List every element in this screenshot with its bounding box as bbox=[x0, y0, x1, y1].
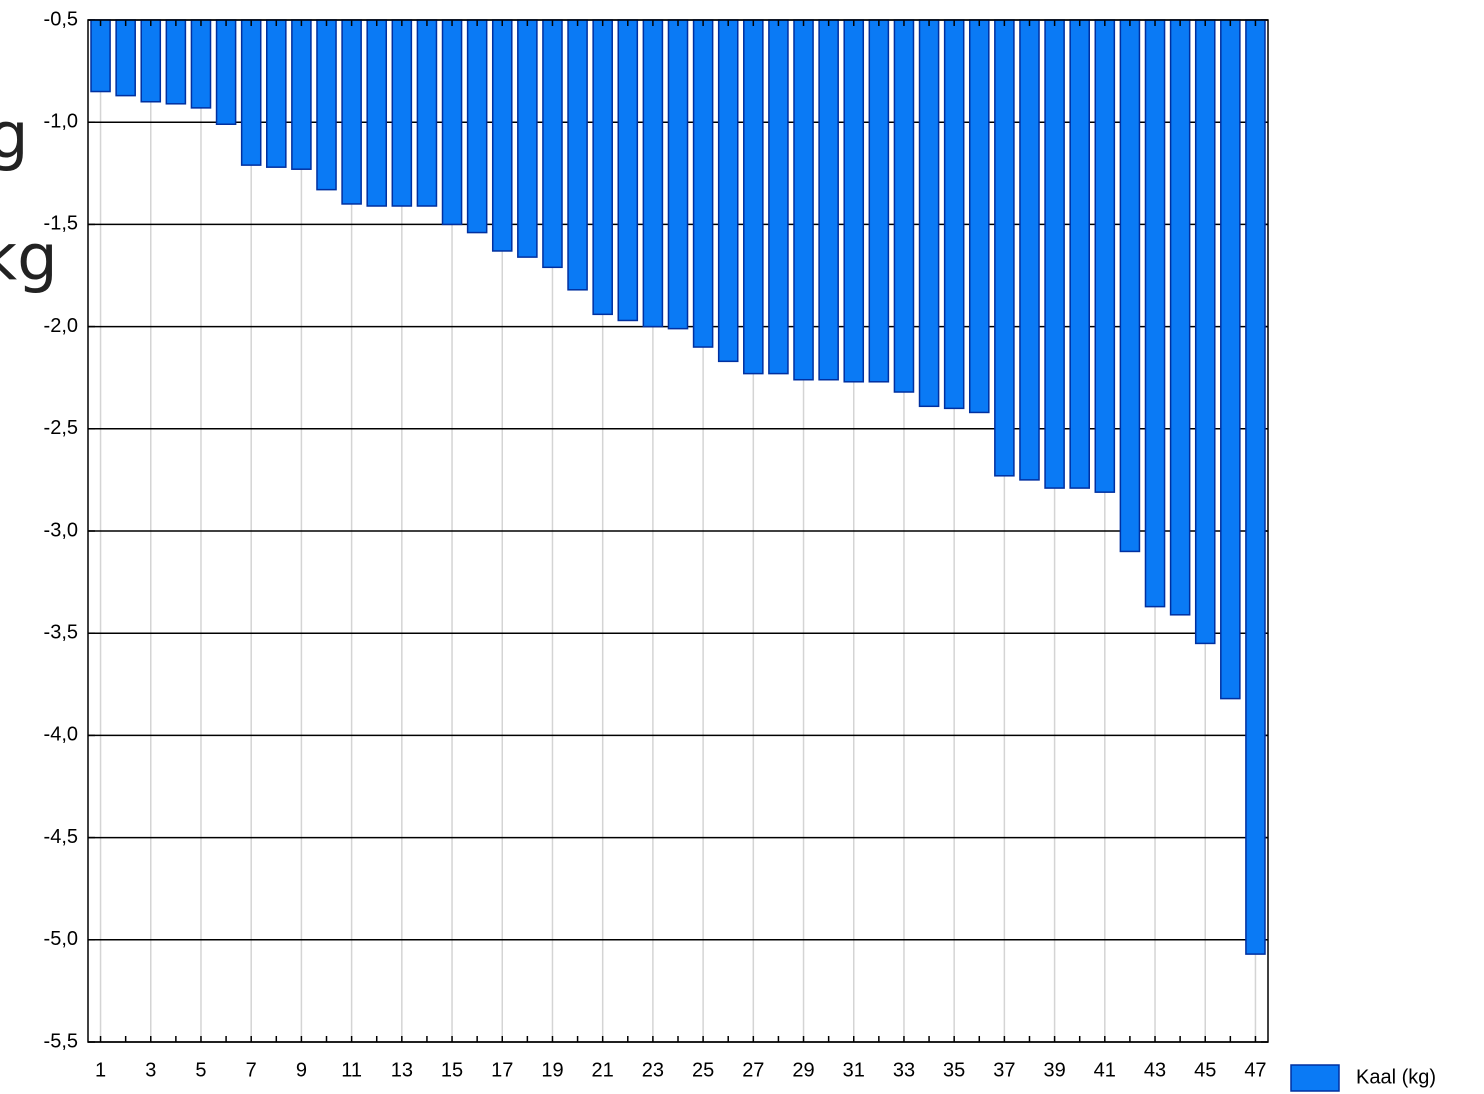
bar bbox=[115, 19, 136, 97]
bar bbox=[768, 19, 789, 375]
bar bbox=[1094, 19, 1116, 493]
y-tick-label: -2,5 bbox=[44, 417, 78, 439]
y-tick-label: -5,0 bbox=[44, 928, 78, 950]
bar bbox=[893, 19, 915, 393]
bar bbox=[1220, 19, 1241, 700]
bar bbox=[441, 19, 463, 226]
y-tick-label: -3,5 bbox=[44, 621, 78, 643]
bar bbox=[717, 19, 739, 363]
x-tick-label: 15 bbox=[441, 1059, 463, 1081]
x-tick-label: 47 bbox=[1244, 1059, 1266, 1081]
x-tick-label: 13 bbox=[391, 1059, 413, 1081]
x-tick-label: 7 bbox=[246, 1059, 257, 1081]
bar bbox=[868, 19, 890, 383]
bar bbox=[140, 19, 162, 103]
bar bbox=[1194, 19, 1216, 645]
bar bbox=[843, 19, 865, 383]
bar bbox=[567, 19, 588, 291]
bar bbox=[391, 19, 413, 207]
legend-swatch bbox=[1290, 1064, 1340, 1092]
plot-frame bbox=[87, 19, 1269, 1043]
x-tick-label: 41 bbox=[1094, 1059, 1116, 1081]
x-tick-label: 45 bbox=[1194, 1059, 1216, 1081]
x-tick-label: 19 bbox=[541, 1059, 563, 1081]
bar bbox=[1044, 19, 1065, 489]
y-tick-label: -4,0 bbox=[44, 724, 78, 746]
x-tick-label: 17 bbox=[491, 1059, 513, 1081]
bar bbox=[667, 19, 689, 330]
bar bbox=[1245, 19, 1266, 955]
bar bbox=[818, 19, 839, 381]
bar bbox=[617, 19, 639, 322]
legend-label: Kaal (kg) bbox=[1356, 1066, 1436, 1088]
bar bbox=[416, 19, 438, 207]
bar bbox=[793, 19, 814, 381]
y-tick-label: -0,5 bbox=[44, 8, 78, 30]
x-tick-label: 11 bbox=[341, 1059, 362, 1081]
bar bbox=[1119, 19, 1141, 553]
y-tick-label: -1,0 bbox=[44, 110, 78, 132]
x-tick-label: 35 bbox=[943, 1059, 965, 1081]
bar bbox=[291, 19, 312, 170]
x-tick-label: 25 bbox=[692, 1059, 714, 1081]
x-tick-label: 23 bbox=[642, 1059, 664, 1081]
bar bbox=[1069, 19, 1090, 489]
x-tick-label: 21 bbox=[592, 1059, 614, 1081]
bar bbox=[341, 19, 362, 205]
bar bbox=[266, 19, 287, 168]
bar bbox=[1019, 19, 1040, 481]
x-tick-label: 39 bbox=[1043, 1059, 1065, 1081]
overlay-text: kg bbox=[0, 222, 58, 296]
bar bbox=[943, 19, 965, 410]
x-tick-label: 27 bbox=[742, 1059, 764, 1081]
bar bbox=[90, 19, 111, 93]
bar bbox=[994, 19, 1015, 477]
x-tick-label: 43 bbox=[1144, 1059, 1166, 1081]
y-tick-label: -1,5 bbox=[44, 213, 78, 235]
bar bbox=[642, 19, 664, 328]
x-tick-label: 37 bbox=[993, 1059, 1015, 1081]
x-tick-label: 1 bbox=[95, 1059, 106, 1081]
bar bbox=[165, 19, 187, 105]
bar bbox=[968, 19, 990, 414]
bar bbox=[316, 19, 337, 191]
bar bbox=[366, 19, 388, 207]
y-tick-label: -3,0 bbox=[44, 519, 78, 541]
x-tick-label: 9 bbox=[296, 1059, 307, 1081]
x-tick-label: 5 bbox=[195, 1059, 206, 1081]
bar bbox=[215, 19, 237, 125]
x-tick-label: 31 bbox=[843, 1059, 865, 1081]
bar bbox=[592, 19, 613, 316]
bar bbox=[542, 19, 563, 269]
bar bbox=[466, 19, 488, 234]
bar bbox=[240, 19, 262, 166]
y-tick-label: -5,5 bbox=[44, 1030, 78, 1052]
bar bbox=[743, 19, 764, 375]
y-tick-label: -4,5 bbox=[44, 826, 78, 848]
bar bbox=[190, 19, 212, 109]
bar bbox=[1169, 19, 1191, 616]
bar bbox=[491, 19, 513, 252]
x-tick-label: 29 bbox=[792, 1059, 814, 1081]
bar bbox=[918, 19, 940, 408]
bar bbox=[692, 19, 714, 348]
bar bbox=[517, 19, 538, 258]
x-tick-label: 33 bbox=[893, 1059, 915, 1081]
bar bbox=[1144, 19, 1166, 608]
x-tick-label: 3 bbox=[145, 1059, 156, 1081]
overlay-text: g bbox=[0, 100, 29, 174]
y-tick-label: -2,0 bbox=[44, 315, 78, 337]
